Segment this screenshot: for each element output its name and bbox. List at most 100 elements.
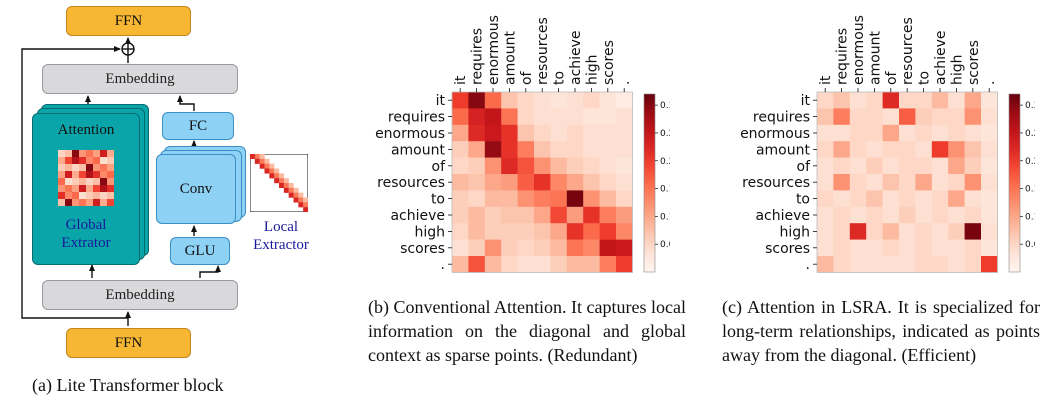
heatmap-conventional-attention: ititrequiresrequiresenormousenormousamou… bbox=[375, 15, 670, 273]
lsra-cell-8-1 bbox=[833, 223, 851, 240]
lsra-cell-8-3 bbox=[866, 223, 883, 240]
conventional-cell-7-10 bbox=[616, 206, 633, 224]
global-thumb-cell bbox=[65, 150, 72, 157]
lsra-cell-8-4 bbox=[882, 223, 900, 240]
lsra-xlabel-9: scores bbox=[966, 40, 982, 85]
conventional-cell-8-7 bbox=[566, 223, 584, 240]
local-thumb-cell bbox=[250, 154, 256, 160]
lsra-ylabel-9: scores bbox=[765, 241, 810, 257]
lsra-cell-3-5 bbox=[899, 141, 916, 158]
residual-connection bbox=[21, 46, 128, 319]
local-thumb-cell bbox=[269, 168, 275, 174]
conventional-cell-3-1 bbox=[468, 141, 486, 158]
local-thumb-cell bbox=[288, 192, 294, 198]
lsra-xlabel-5: resources bbox=[900, 17, 916, 85]
lsra-cell-0-10 bbox=[981, 92, 998, 109]
conventional-cell-7-2 bbox=[484, 206, 502, 224]
conventional-cell-4-3 bbox=[501, 157, 518, 175]
local-thumb-cell bbox=[303, 207, 308, 212]
conventional-cell-4-6 bbox=[550, 157, 568, 175]
local-thumb-cell bbox=[269, 173, 275, 179]
lsra-cell-7-2 bbox=[849, 206, 867, 224]
global-thumb-cell bbox=[107, 164, 114, 171]
conventional-cell-5-9 bbox=[599, 174, 617, 191]
conventional-cell-2-8 bbox=[583, 124, 600, 142]
lsra-ylabel-10: . bbox=[806, 257, 810, 273]
global-thumb-cell bbox=[65, 192, 72, 199]
lsra-cell-6-1 bbox=[833, 190, 851, 208]
local-thumb-cell bbox=[264, 158, 270, 164]
conventional-cell-6-6 bbox=[550, 190, 568, 208]
local-extractor-line2: Extractor bbox=[253, 237, 309, 253]
conventional-cell-6-8 bbox=[583, 190, 600, 208]
lsra-cell-2-3 bbox=[866, 124, 883, 142]
local-thumb-cell bbox=[274, 173, 280, 179]
conventional-cell-2-1 bbox=[468, 124, 486, 142]
conventional-cell-7-8 bbox=[583, 206, 600, 224]
global-thumb-cell bbox=[107, 192, 114, 199]
lsra-ylabel-5: resources bbox=[742, 175, 810, 191]
ffn-bottom-label: FFN bbox=[114, 334, 143, 351]
conventional-cell-0-7 bbox=[566, 92, 584, 109]
conventional-cell-6-3 bbox=[501, 190, 518, 208]
conventional-cell-6-5 bbox=[534, 190, 551, 208]
lsra-cell-7-6 bbox=[915, 206, 933, 224]
global-thumb-cell bbox=[79, 150, 86, 157]
lsra-cell-1-1 bbox=[833, 108, 851, 126]
add-icon bbox=[121, 42, 135, 56]
lsra-cell-6-5 bbox=[899, 190, 916, 208]
lsra-cell-2-4 bbox=[882, 124, 900, 142]
lsra-colorbar bbox=[1008, 93, 1021, 273]
lsra-cell-3-4 bbox=[882, 141, 900, 158]
lsra-cell-7-9 bbox=[964, 206, 982, 224]
conventional-cell-8-1 bbox=[468, 223, 486, 240]
lsra-cell-0-7 bbox=[931, 92, 949, 109]
lsra-cell-0-3 bbox=[866, 92, 883, 109]
conv-block: Conv bbox=[156, 154, 236, 224]
lsra-ylabel-4: of bbox=[797, 159, 812, 175]
lsra-cell-9-3 bbox=[866, 239, 883, 257]
conventional-cell-10-8 bbox=[583, 256, 600, 273]
lsra-cell-5-1 bbox=[833, 174, 851, 191]
lsra-xlabel-1: requires bbox=[835, 28, 851, 85]
lsra-cell-4-7 bbox=[931, 157, 949, 175]
lsra-cell-10-7 bbox=[931, 256, 949, 273]
global-extractor-label: Global Extrator bbox=[33, 216, 139, 252]
conventional-xlabel-3: amount bbox=[502, 30, 518, 85]
global-thumb-cell bbox=[72, 178, 79, 185]
conventional-cell-1-9 bbox=[599, 108, 617, 126]
global-thumb-cell bbox=[93, 199, 100, 206]
conventional-cell-1-0 bbox=[452, 108, 469, 126]
lsra-cell-9-4 bbox=[882, 239, 900, 257]
lsra-xlabel-10: . bbox=[982, 81, 998, 85]
attention-label: Attention bbox=[57, 122, 115, 138]
conventional-cell-1-8 bbox=[583, 108, 600, 126]
lsra-cell-3-0 bbox=[817, 141, 834, 158]
global-extractor-line1: Global bbox=[65, 217, 107, 233]
lsra-xlabel-0: it bbox=[818, 75, 834, 85]
lsra-cell-1-3 bbox=[866, 108, 883, 126]
conventional-cell-4-4 bbox=[517, 157, 535, 175]
lsra-cell-0-4 bbox=[882, 92, 900, 109]
lsra-cell-3-3 bbox=[866, 141, 883, 158]
lsra-cell-2-5 bbox=[899, 124, 916, 142]
lsra-cell-7-7 bbox=[931, 206, 949, 224]
conventional-cell-8-8 bbox=[583, 223, 600, 240]
conventional-xlabel-2: enormous bbox=[486, 15, 502, 85]
conventional-cell-9-7 bbox=[566, 239, 584, 257]
lsra-cell-10-9 bbox=[964, 256, 982, 273]
conventional-cell-3-2 bbox=[484, 141, 502, 158]
fc-label: FC bbox=[188, 117, 208, 134]
global-thumb-cell bbox=[79, 171, 86, 178]
conventional-ylabel-7: achieve bbox=[390, 208, 445, 224]
conventional-cell-7-7 bbox=[566, 206, 584, 224]
lsra-cell-1-5 bbox=[899, 108, 916, 126]
conventional-cell-3-3 bbox=[501, 141, 518, 158]
conventional-cell-10-0 bbox=[452, 256, 469, 273]
embedding-top-label: Embedding bbox=[105, 70, 175, 87]
local-thumb-cell bbox=[269, 163, 275, 169]
global-thumb-cell bbox=[100, 185, 107, 192]
conventional-cell-4-10 bbox=[616, 157, 633, 175]
lsra-colorbar-label-2: 0.15 bbox=[1025, 185, 1035, 195]
